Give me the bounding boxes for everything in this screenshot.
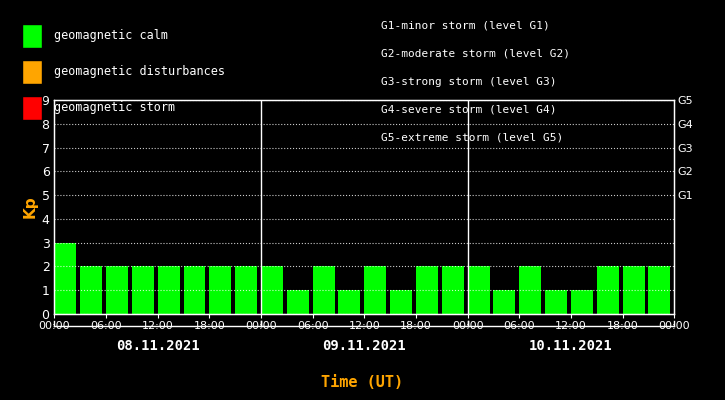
Bar	[416, 266, 438, 314]
Text: geomagnetic calm: geomagnetic calm	[54, 30, 168, 42]
Text: geomagnetic storm: geomagnetic storm	[54, 102, 175, 114]
Bar	[364, 266, 386, 314]
Bar	[571, 290, 593, 314]
Text: G3-strong storm (level G3): G3-strong storm (level G3)	[381, 77, 556, 87]
Bar	[312, 266, 335, 314]
Bar	[287, 290, 309, 314]
Bar	[390, 290, 412, 314]
Bar	[80, 266, 102, 314]
Bar	[157, 266, 180, 314]
Bar	[106, 266, 128, 314]
Text: 09.11.2021: 09.11.2021	[323, 339, 406, 353]
Bar	[183, 266, 205, 314]
Bar	[54, 243, 76, 314]
Bar	[339, 290, 360, 314]
Bar	[494, 290, 515, 314]
Text: 10.11.2021: 10.11.2021	[529, 339, 613, 353]
Bar	[648, 266, 671, 314]
Text: G1-minor storm (level G1): G1-minor storm (level G1)	[381, 21, 550, 31]
Text: 08.11.2021: 08.11.2021	[116, 339, 199, 353]
Bar	[442, 266, 464, 314]
Bar	[235, 266, 257, 314]
Bar	[132, 266, 154, 314]
Bar	[210, 266, 231, 314]
Text: G4-severe storm (level G4): G4-severe storm (level G4)	[381, 105, 556, 115]
Bar	[519, 266, 542, 314]
Text: Time (UT): Time (UT)	[321, 375, 404, 390]
Bar	[261, 266, 283, 314]
Bar	[623, 266, 645, 314]
Bar	[468, 266, 489, 314]
Y-axis label: Kp: Kp	[22, 196, 38, 218]
Bar	[545, 290, 567, 314]
Text: G5-extreme storm (level G5): G5-extreme storm (level G5)	[381, 133, 563, 143]
Text: G2-moderate storm (level G2): G2-moderate storm (level G2)	[381, 49, 570, 59]
Bar	[597, 266, 618, 314]
Text: geomagnetic disturbances: geomagnetic disturbances	[54, 66, 225, 78]
